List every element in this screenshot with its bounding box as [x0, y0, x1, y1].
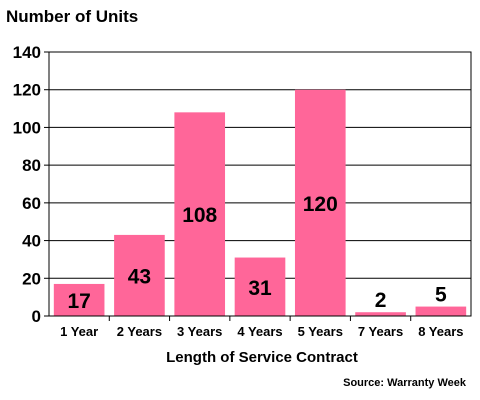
data-labels: 17 43 108 31 120 2 5 — [67, 193, 447, 313]
data-label: 5 — [435, 284, 447, 307]
plot-frame — [48, 51, 472, 317]
x-tick-label: 7 Years — [358, 324, 403, 339]
x-tick-label: 1 Year — [60, 324, 98, 339]
bars — [53, 89, 467, 316]
y-tick-label: 100 — [13, 118, 41, 137]
x-tick-label: 4 Years — [237, 324, 282, 339]
bar — [355, 312, 406, 316]
bar — [294, 89, 346, 316]
y-tick-label: 60 — [22, 194, 41, 213]
y-tick-label: 80 — [22, 156, 41, 175]
source-note: Source: Warranty Week — [343, 377, 467, 389]
x-tick-label: 3 Years — [177, 324, 222, 339]
x-axis-ticks: 1 Year 2 Years 3 Years 4 Years 5 Years 7 Year… — [60, 316, 464, 339]
bar — [415, 306, 467, 316]
bar — [174, 112, 226, 316]
data-label: 2 — [375, 289, 387, 312]
data-label: 108 — [182, 204, 217, 227]
data-label: 17 — [67, 290, 90, 313]
gridlines — [49, 89, 471, 279]
x-tick-label: 5 Years — [298, 324, 343, 339]
data-label: 31 — [248, 277, 272, 300]
data-label: 43 — [128, 265, 151, 288]
data-label: 120 — [303, 193, 338, 216]
bar — [234, 257, 286, 316]
bar — [114, 234, 165, 316]
x-tick-label: 8 Years — [418, 324, 463, 339]
y-tick-label: 0 — [32, 307, 41, 326]
x-tick-label: 2 Years — [117, 324, 162, 339]
y-tick-label: 40 — [22, 232, 41, 251]
bar — [53, 283, 105, 316]
y-tick-label: 140 — [13, 43, 41, 62]
y-axis-ticks: 0 20 40 60 80 100 120 140 — [13, 43, 49, 326]
y-tick-label: 120 — [13, 81, 41, 100]
y-tick-label: 20 — [22, 269, 41, 288]
x-axis-label: Length of Service Contract — [166, 349, 358, 366]
chart-title: Number of Units — [6, 7, 138, 26]
